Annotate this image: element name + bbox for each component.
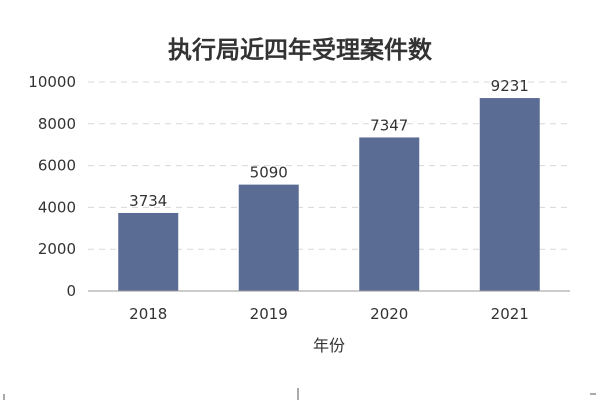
data-label: 3734 [129, 192, 167, 210]
bars [118, 98, 540, 291]
data-label: 5090 [250, 164, 288, 182]
y-tick-label: 0 [66, 282, 76, 300]
data-label: 7347 [370, 116, 408, 134]
data-labels: 3734 5090 7347 9231 [129, 77, 529, 210]
y-tick-label: 10000 [28, 73, 76, 91]
x-tick-label: 2021 [491, 305, 529, 323]
bar [118, 212, 179, 291]
y-axis-ticks: 0 2000 4000 6000 8000 10000 [28, 73, 76, 300]
x-tick-label: 2019 [250, 305, 288, 323]
x-tick-label: 2020 [370, 305, 408, 323]
bar [238, 184, 299, 291]
y-tick-label: 4000 [38, 198, 76, 216]
bar [479, 98, 540, 291]
x-axis-title: 年份 [313, 336, 345, 355]
y-tick-label: 6000 [38, 157, 76, 175]
y-tick-label: 8000 [38, 115, 76, 133]
x-axis-ticks: 2018 2019 2020 2021 [129, 305, 529, 323]
bar [359, 137, 420, 291]
y-tick-label: 2000 [38, 240, 76, 258]
x-tick-label: 2018 [129, 305, 167, 323]
data-label: 9231 [491, 77, 529, 95]
chart-title: 执行局近四年受理案件数 [168, 36, 433, 64]
